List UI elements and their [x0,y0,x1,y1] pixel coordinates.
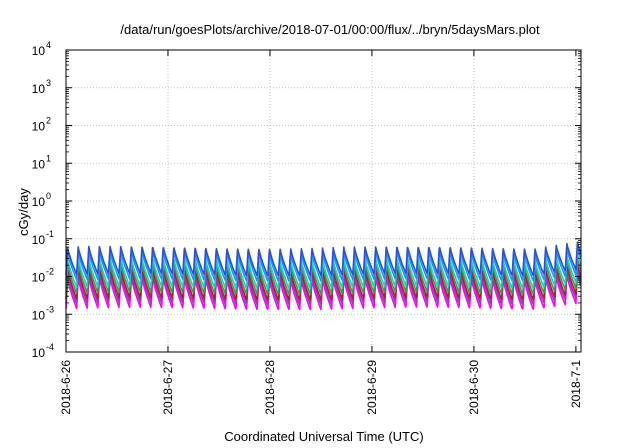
y-tick-label: 10 [32,271,46,285]
x-axis-label: Coordinated Universal Time (UTC) [224,429,423,444]
y-tick-exponent: -2 [46,267,54,277]
x-tick-label: 2018-6-28 [263,360,277,415]
y-tick-label: 10 [32,82,46,96]
y-axis-label: cGy/day [16,188,31,236]
x-tick-label: 2018-6-30 [467,360,481,415]
plot-frame [65,49,582,353]
y-tick-label: 10 [32,346,46,360]
series-line [65,241,582,277]
y-tick-label: 10 [32,195,46,209]
y-tick-label: 10 [32,44,46,58]
grid-lines [66,50,581,352]
x-tick-label: 2018-7-1 [569,360,583,408]
y-tick-exponent: 3 [46,78,51,88]
y-tick-exponent: 4 [46,40,51,50]
series-group [65,241,582,311]
y-tick-label: 10 [32,120,46,134]
y-tick-exponent: 1 [46,153,51,163]
y-tick-exponent: -1 [46,229,54,239]
x-tick-label: 2018-6-29 [365,360,379,415]
x-tick-label: 2018-6-27 [161,360,175,415]
y-tick-exponent: -4 [46,342,54,352]
y-tick-label: 10 [32,308,46,322]
y-tick-label: 10 [32,157,46,171]
x-tick-label: 2018-6-26 [59,360,73,415]
y-tick-exponent: -3 [46,304,54,314]
y-tick-label: 10 [32,233,46,247]
y-tick-exponent: 2 [46,116,51,126]
y-tick-exponent: 0 [46,191,51,201]
chart-title: /data/run/goesPlots/archive/2018-07-01/0… [120,22,540,37]
